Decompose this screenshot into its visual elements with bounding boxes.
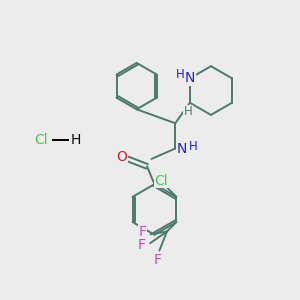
- Text: N: N: [184, 71, 195, 85]
- Text: F: F: [139, 225, 147, 239]
- Text: H: H: [189, 140, 198, 153]
- Text: Cl: Cl: [155, 174, 168, 188]
- Text: Cl: Cl: [35, 133, 48, 147]
- Text: O: O: [116, 150, 127, 164]
- Text: F: F: [138, 238, 146, 252]
- Text: N: N: [177, 142, 187, 155]
- Text: F: F: [154, 253, 162, 266]
- Text: H: H: [71, 133, 82, 147]
- Text: H: H: [184, 105, 193, 118]
- Text: H: H: [176, 68, 185, 81]
